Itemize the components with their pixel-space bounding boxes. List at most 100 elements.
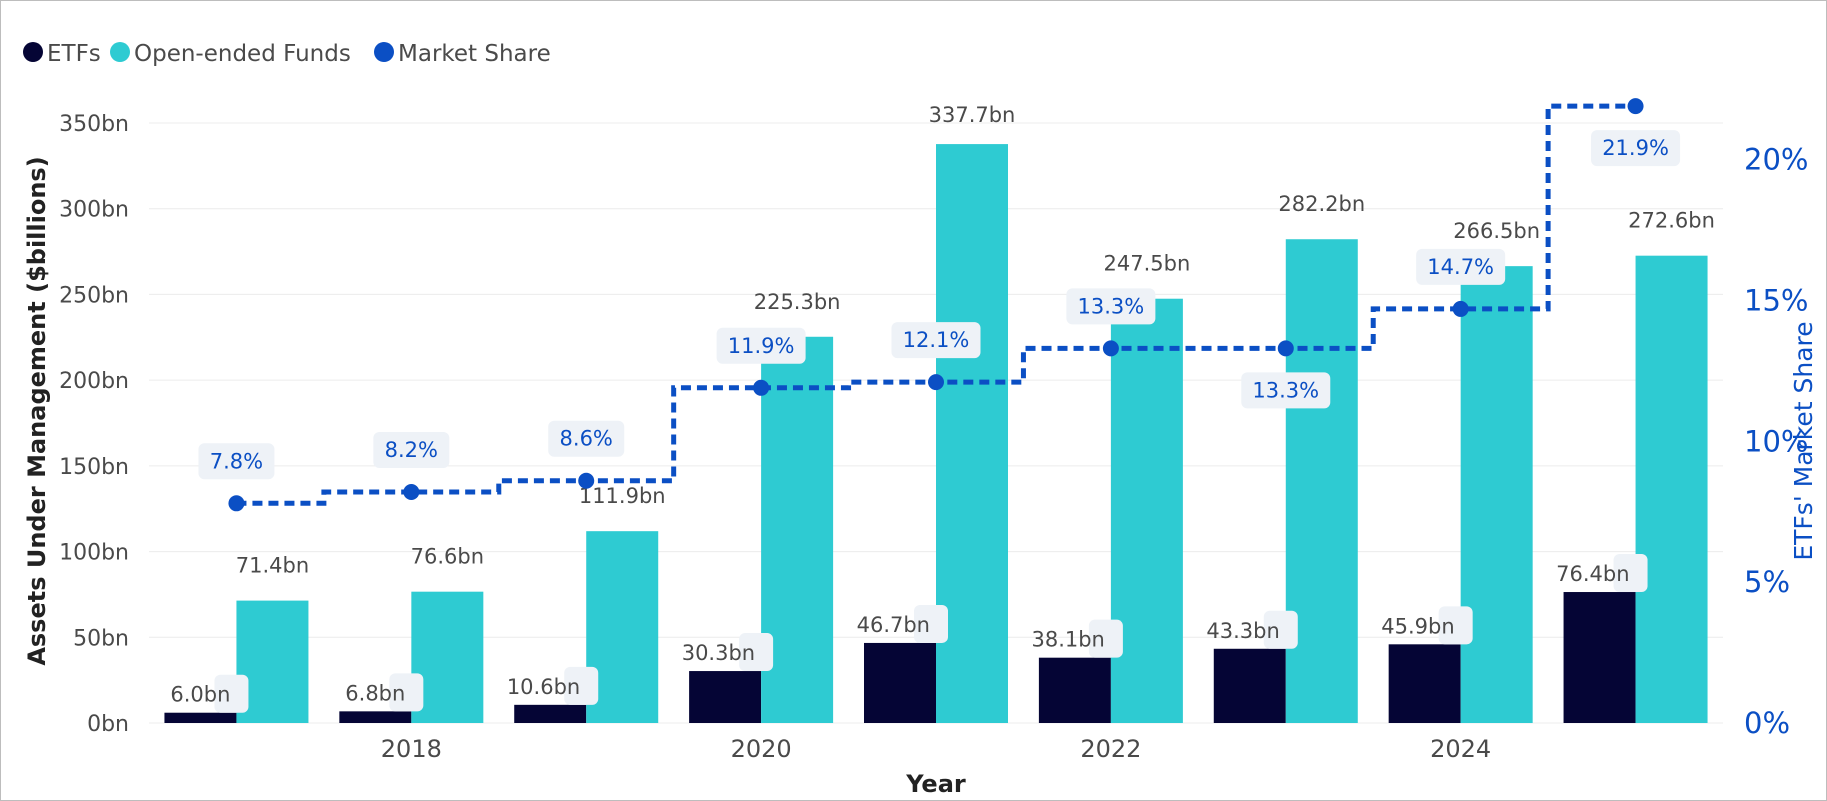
data-label-market-share: 8.2% (385, 438, 438, 462)
data-label-market-share: 8.6% (560, 427, 613, 451)
market-share-point (1627, 98, 1644, 115)
bar-open-ended-funds (1635, 255, 1708, 723)
data-label-etfs: 6.0bn (170, 683, 230, 707)
share-label-backdrop (1416, 248, 1506, 285)
x-axis-title: Year (905, 770, 966, 798)
market-share-point (1452, 300, 1469, 317)
y-tick-label: 250bn (59, 283, 129, 308)
data-label-open-ended-funds: 272.6bn (1628, 209, 1715, 233)
bar-etfs (164, 712, 237, 723)
x-tick-label: 2022 (1080, 735, 1141, 763)
y-tick-label: 200bn (59, 369, 129, 394)
bar-etfs (1038, 657, 1111, 723)
market-share-step-line (236, 103, 1636, 506)
y-tick-label: 350bn (59, 112, 129, 137)
data-label-market-share: 7.8% (210, 449, 263, 473)
etf-label-backdrop (739, 633, 774, 672)
data-label-market-share: 13.3% (1078, 294, 1145, 318)
etf-label-backdrop (1613, 554, 1648, 593)
share-label-backdrop (198, 443, 275, 480)
etf-label-backdrop (564, 666, 599, 705)
bar-open-ended-funds (1460, 266, 1533, 723)
etf-label-backdrop (389, 673, 424, 712)
share-label-backdrop (373, 432, 450, 469)
market-share-point (1102, 340, 1119, 357)
legend-marker-market-share (374, 42, 394, 62)
share-label-backdrop (548, 420, 625, 457)
y2-tick-label: 15% (1744, 283, 1808, 317)
etf-label-backdrop (1263, 610, 1298, 649)
y-tick-label: 100bn (59, 541, 129, 566)
share-label-backdrop (891, 322, 981, 359)
data-label-market-share: 14.7% (1427, 255, 1494, 279)
data-label-etfs: 6.8bn (345, 681, 405, 705)
data-label-etfs: 45.9bn (1381, 614, 1454, 638)
bar-etfs (689, 671, 762, 723)
bar-open-ended-funds (1110, 298, 1183, 723)
y-tick-label: 300bn (59, 198, 129, 223)
etf-label-backdrop (1088, 619, 1123, 658)
data-label-etfs: 10.6bn (507, 675, 580, 699)
data-label-market-share: 13.3% (1252, 378, 1319, 402)
y-tick-label: 150bn (59, 455, 129, 480)
bar-etfs (1388, 644, 1461, 723)
y2-tick-label: 20% (1744, 143, 1808, 177)
bar-etfs (514, 704, 587, 723)
market-share-point (1277, 340, 1294, 357)
legend-marker-open-ended-funds (110, 42, 130, 62)
legend-marker-etfs (23, 42, 43, 62)
data-label-open-ended-funds: 71.4bn (236, 554, 309, 578)
market-share-point (753, 379, 770, 396)
legend-label-market-share: Market Share (398, 41, 551, 67)
data-label-etfs: 76.4bn (1556, 562, 1629, 586)
market-share-point (403, 484, 420, 501)
y2-tick-label: 5% (1744, 565, 1790, 599)
data-label-market-share: 21.9% (1602, 136, 1669, 160)
data-label-open-ended-funds: 337.7bn (929, 103, 1016, 127)
data-label-etfs: 46.7bn (857, 613, 930, 637)
y2-tick-label: 0% (1744, 706, 1790, 740)
data-label-etfs: 30.3bn (682, 641, 755, 665)
market-share-point (928, 374, 944, 391)
data-label-open-ended-funds: 282.2bn (1278, 192, 1365, 216)
etf-label-backdrop (214, 674, 249, 713)
bar-etfs (864, 642, 936, 723)
legend-label-etfs: ETFs (47, 41, 101, 67)
share-label-backdrop (716, 327, 806, 364)
legend: ETFs Open-ended Funds Market Share (23, 41, 551, 67)
data-label-market-share: 11.9% (728, 334, 795, 358)
bar-etfs (1563, 592, 1636, 723)
x-tick-label: 2020 (731, 735, 792, 763)
y-tick-label: 50bn (73, 626, 129, 651)
data-label-open-ended-funds: 266.5bn (1453, 219, 1540, 243)
share-label-backdrop (1066, 288, 1156, 325)
bar-etfs (339, 711, 412, 723)
y-tick-label: 0bn (87, 712, 129, 737)
share-label-backdrop (1591, 130, 1681, 167)
data-label-open-ended-funds: 76.6bn (411, 545, 484, 569)
market-share-point (228, 495, 245, 512)
x-tick-label: 2024 (1430, 735, 1491, 763)
axis-ticks: 0bn 50bn 100bn 150bn 200bn 250bn 300bn 350bn 0% 5… (59, 112, 1808, 763)
y2-tick-label: 10% (1744, 424, 1808, 458)
x-tick-label: 2018 (381, 735, 442, 763)
data-label-open-ended-funds: 247.5bn (1104, 252, 1191, 276)
y-axis-title: Assets Under Management ($billions) (23, 156, 51, 665)
etf-label-backdrop (914, 604, 948, 643)
bar-data-labels: 6.0bn 71.4bn 6.8bn 76.6bn 10.6bn 111.9bn 30.3b… (170, 103, 1715, 713)
share-label-backdrop (1241, 372, 1331, 409)
data-label-etfs: 38.1bn (1031, 628, 1104, 652)
etf-label-backdrop (1438, 606, 1473, 645)
data-label-etfs: 43.3bn (1206, 619, 1279, 643)
market-share-point (578, 472, 595, 489)
y2-axis-title: ETFs' Market Share (1789, 321, 1818, 560)
data-label-open-ended-funds: 111.9bn (579, 484, 666, 508)
data-label-open-ended-funds: 225.3bn (754, 290, 841, 314)
market-share-line: 7.8% 8.2% 8.6% 11.9% 12.1% 13.3% 13.3% 14.7% 21.… (198, 98, 1681, 512)
data-label-market-share: 12.1% (903, 328, 970, 352)
bar-etfs (1213, 648, 1286, 723)
legend-label-open-ended-funds: Open-ended Funds (134, 41, 351, 67)
bar-open-ended-funds (1285, 239, 1358, 723)
